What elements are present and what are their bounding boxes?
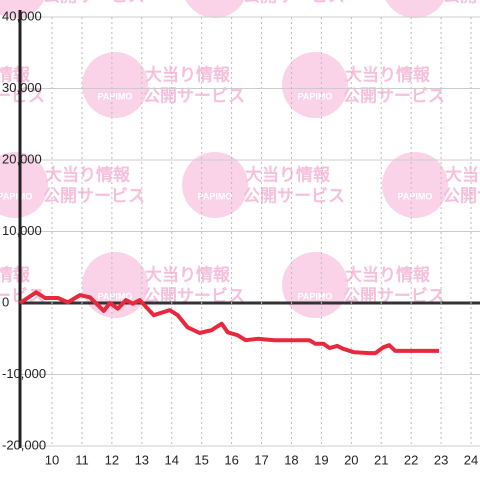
- x-tick-label: 23: [434, 452, 448, 467]
- watermark-text: 大当り情報: [45, 164, 131, 184]
- watermark-text: 公開サービス: [343, 86, 445, 105]
- watermark-brand: PAPIMO: [198, 0, 233, 1]
- plot: -20,000 -10,000 0 10,000 20,000 30,000 40,000 1…: [2, 8, 480, 467]
- y-tick-label: 30,000: [2, 80, 42, 95]
- watermark-brand: PAPIMO: [0, 191, 32, 201]
- x-tick-label: 22: [404, 452, 418, 467]
- x-tick-label: 20: [344, 452, 358, 467]
- y-tick-label: -20,000: [2, 437, 46, 452]
- x-tick-label: 10: [45, 452, 59, 467]
- watermark-brand: PAPIMO: [98, 91, 133, 101]
- y-tick-label: 0: [2, 294, 9, 309]
- watermark-brand: PAPIMO: [298, 91, 333, 101]
- watermark-circle: [182, 152, 248, 218]
- watermark-text: 大当り情報: [145, 264, 231, 284]
- y-tick-label: 10,000: [2, 223, 42, 238]
- watermark-brand: PAPIMO: [98, 291, 133, 301]
- x-tick-label: 16: [224, 452, 238, 467]
- watermark-text: 公開サービス: [43, 0, 145, 5]
- watermark-circle: [82, 52, 148, 118]
- y-tick-label: 40,000: [2, 8, 42, 23]
- x-tick-label: 21: [374, 452, 388, 467]
- x-tick-label: 15: [194, 452, 208, 467]
- watermarks: PAPIMO大当り情報公開サービスPAPIMO大当り情報公開サービスPAPIMO…: [0, 0, 480, 318]
- watermark-text: 公開サービス: [243, 0, 345, 5]
- x-tick-label: 13: [135, 452, 149, 467]
- x-tick-label: 17: [254, 452, 268, 467]
- watermark-text: 公開サービス: [343, 286, 445, 305]
- watermark-text: 大当り情報: [0, 64, 31, 84]
- watermark-text: 公開サービス: [43, 186, 145, 205]
- watermark-text: 公開サービス: [143, 86, 245, 105]
- watermark-brand: PAPIMO: [0, 0, 32, 1]
- x-tick-label: 12: [105, 452, 119, 467]
- y-tick-label: 20,000: [2, 151, 42, 166]
- watermark-brand: PAPIMO: [298, 291, 333, 301]
- watermark-circle: [385, 0, 445, 18]
- watermark-text: 大当り情報: [145, 64, 231, 84]
- watermark-text: 公開サービス: [443, 186, 480, 205]
- watermark-text: 公開サービス: [0, 286, 45, 305]
- x-tick-label: 24: [464, 452, 478, 467]
- watermark-circle: [0, 152, 48, 218]
- watermark-brand: PAPIMO: [398, 0, 433, 1]
- watermark-text: 大当り情報: [0, 264, 31, 284]
- x-tick-label: 19: [314, 452, 328, 467]
- watermark-circle: [282, 52, 348, 118]
- watermark-text: 公開サービス: [0, 86, 45, 105]
- watermark-text: 公開サービス: [443, 0, 480, 5]
- watermark-brand: PAPIMO: [398, 191, 433, 201]
- watermark-text: 公開サービス: [243, 186, 345, 205]
- watermark-text: 公開サービス: [143, 286, 245, 305]
- watermark-circle: [0, 0, 45, 18]
- line: [18, 290, 439, 356]
- watermark-text: 大当り情報: [445, 164, 480, 184]
- watermark-circle: [382, 152, 448, 218]
- watermark-text: 大当り情報: [345, 64, 431, 84]
- watermark-brand: PAPIMO: [198, 191, 233, 201]
- watermark-text: 大当り情報: [245, 164, 331, 184]
- x-tick-label: 11: [75, 452, 89, 467]
- x-tick-label: 18: [284, 452, 298, 467]
- x-tick-label: 14: [165, 452, 179, 467]
- watermark-text: 大当り情報: [345, 264, 431, 284]
- y-tick-label: -10,000: [2, 366, 46, 381]
- watermark-circle: [185, 0, 245, 18]
